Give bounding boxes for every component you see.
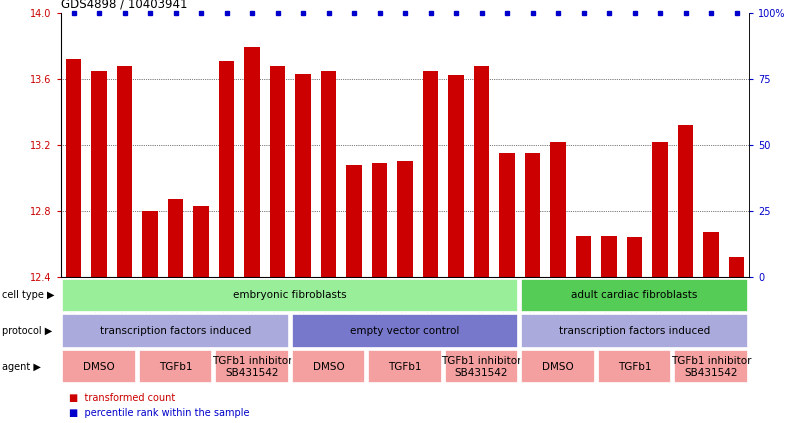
FancyBboxPatch shape: [598, 350, 671, 384]
FancyBboxPatch shape: [62, 314, 289, 348]
Bar: [474, 66, 489, 277]
Bar: [92, 71, 107, 277]
Text: ■  percentile rank within the sample: ■ percentile rank within the sample: [69, 409, 249, 418]
FancyBboxPatch shape: [521, 278, 748, 312]
Bar: [372, 163, 387, 277]
FancyBboxPatch shape: [215, 350, 289, 384]
Text: TGFb1 inhibitor
SB431542: TGFb1 inhibitor SB431542: [211, 356, 292, 378]
Bar: [652, 142, 667, 277]
Bar: [601, 236, 616, 277]
FancyBboxPatch shape: [674, 350, 748, 384]
Text: TGFb1 inhibitor
SB431542: TGFb1 inhibitor SB431542: [671, 356, 751, 378]
Text: transcription factors induced: transcription factors induced: [559, 326, 710, 336]
Bar: [296, 74, 311, 277]
FancyBboxPatch shape: [62, 350, 136, 384]
Bar: [525, 153, 540, 277]
Bar: [576, 236, 591, 277]
Text: GDS4898 / 10403941: GDS4898 / 10403941: [61, 0, 187, 10]
Bar: [219, 60, 234, 277]
Bar: [449, 75, 463, 277]
Text: embryonic fibroblasts: embryonic fibroblasts: [233, 290, 347, 300]
Bar: [550, 142, 565, 277]
Text: cell type ▶: cell type ▶: [2, 290, 54, 300]
Text: TGFb1: TGFb1: [388, 362, 422, 372]
Text: DMSO: DMSO: [83, 362, 115, 372]
Bar: [245, 47, 260, 277]
FancyBboxPatch shape: [521, 314, 748, 348]
Bar: [703, 233, 718, 277]
Text: DMSO: DMSO: [313, 362, 344, 372]
Bar: [168, 199, 183, 277]
Text: DMSO: DMSO: [542, 362, 573, 372]
Bar: [143, 211, 158, 277]
FancyBboxPatch shape: [62, 278, 518, 312]
Bar: [729, 257, 744, 277]
Bar: [423, 71, 438, 277]
Bar: [678, 125, 693, 277]
Bar: [398, 162, 412, 277]
FancyBboxPatch shape: [139, 350, 212, 384]
FancyBboxPatch shape: [445, 350, 518, 384]
Text: adult cardiac fibroblasts: adult cardiac fibroblasts: [571, 290, 697, 300]
Text: TGFb1: TGFb1: [159, 362, 192, 372]
Text: TGFb1: TGFb1: [618, 362, 651, 372]
Text: transcription factors induced: transcription factors induced: [100, 326, 251, 336]
Text: empty vector control: empty vector control: [350, 326, 460, 336]
Bar: [627, 237, 642, 277]
Bar: [499, 153, 514, 277]
FancyBboxPatch shape: [292, 350, 365, 384]
Bar: [270, 66, 285, 277]
Text: TGFb1 inhibitor
SB431542: TGFb1 inhibitor SB431542: [441, 356, 522, 378]
Text: protocol ▶: protocol ▶: [2, 326, 52, 336]
Bar: [347, 165, 361, 277]
FancyBboxPatch shape: [368, 350, 442, 384]
Text: ■  transformed count: ■ transformed count: [69, 393, 175, 403]
Bar: [117, 66, 132, 277]
FancyBboxPatch shape: [521, 350, 595, 384]
Text: agent ▶: agent ▶: [2, 362, 40, 372]
Bar: [321, 71, 336, 277]
FancyBboxPatch shape: [292, 314, 518, 348]
Bar: [66, 59, 81, 277]
Bar: [194, 206, 209, 277]
